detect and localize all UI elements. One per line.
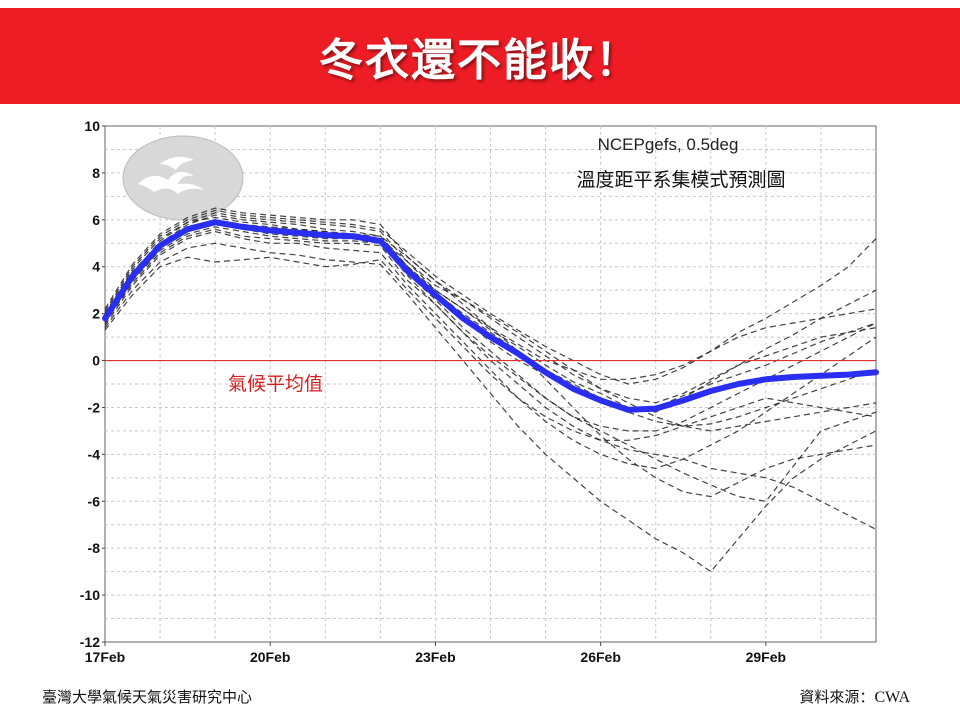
y-tick-label: 2 [92,306,100,322]
x-tick-label: 20Feb [250,649,290,665]
y-tick-label: 4 [92,259,100,275]
y-tick-label: 6 [92,212,100,228]
model-label: NCEPgefs, 0.5deg [598,135,739,154]
x-axis-ticks: 17Feb 20Feb 23Feb 26Feb 29Feb [85,642,786,665]
ensemble-member-line [104,207,877,498]
ensemble-member-line [104,212,877,380]
x-tick-label: 17Feb [85,649,125,665]
temperature-anomaly-chart: NCEPgefs, 0.5deg 溫度距平系集模式預測圖 氣候平均值 10 8 6 4… [80,118,879,665]
source-prefix: 資料來源： [799,688,875,706]
y-tick-label: -2 [88,399,101,415]
y-tick-label: 8 [92,165,100,181]
ensemble-member-line [104,228,877,502]
ensemble-member-line [104,226,877,530]
x-tick-label: 23Feb [415,649,455,665]
x-tick-label: 26Feb [580,649,620,665]
ensemble-member-line [104,216,877,432]
y-tick-label: -12 [80,634,100,650]
ensemble-mean-line [102,219,879,413]
ensemble-member-line [104,242,877,573]
ensemble-member-line [104,209,877,385]
x-tick-label: 29Feb [746,649,786,665]
y-axis-ticks: 10 8 6 4 2 0 -2 -4 -6 -8 -10 -12 [80,118,105,650]
y-tick-label: 0 [92,353,100,369]
y-tick-label: -8 [88,540,101,556]
y-tick-label: 10 [84,118,100,134]
title-banner: 冬衣還不能收！ [0,8,960,104]
y-tick-label: -10 [80,587,100,603]
ensemble-member-line [104,214,877,413]
footer-institution: 臺灣大學氣候天氣災害研究中心 [42,688,253,706]
y-tick-label: -6 [88,493,101,509]
chart-title: 溫度距平系集模式預測圖 [576,169,785,191]
page-title: 冬衣還不能收！ [319,35,641,86]
cloud-logo-icon [122,135,244,221]
footer-source: 資料來源：CWA [799,686,910,707]
y-tick-label: -4 [88,446,101,462]
ensemble-member-line [104,221,877,404]
source-name: CWA [874,689,910,706]
climate-mean-label: 氣候平均值 [228,373,323,395]
